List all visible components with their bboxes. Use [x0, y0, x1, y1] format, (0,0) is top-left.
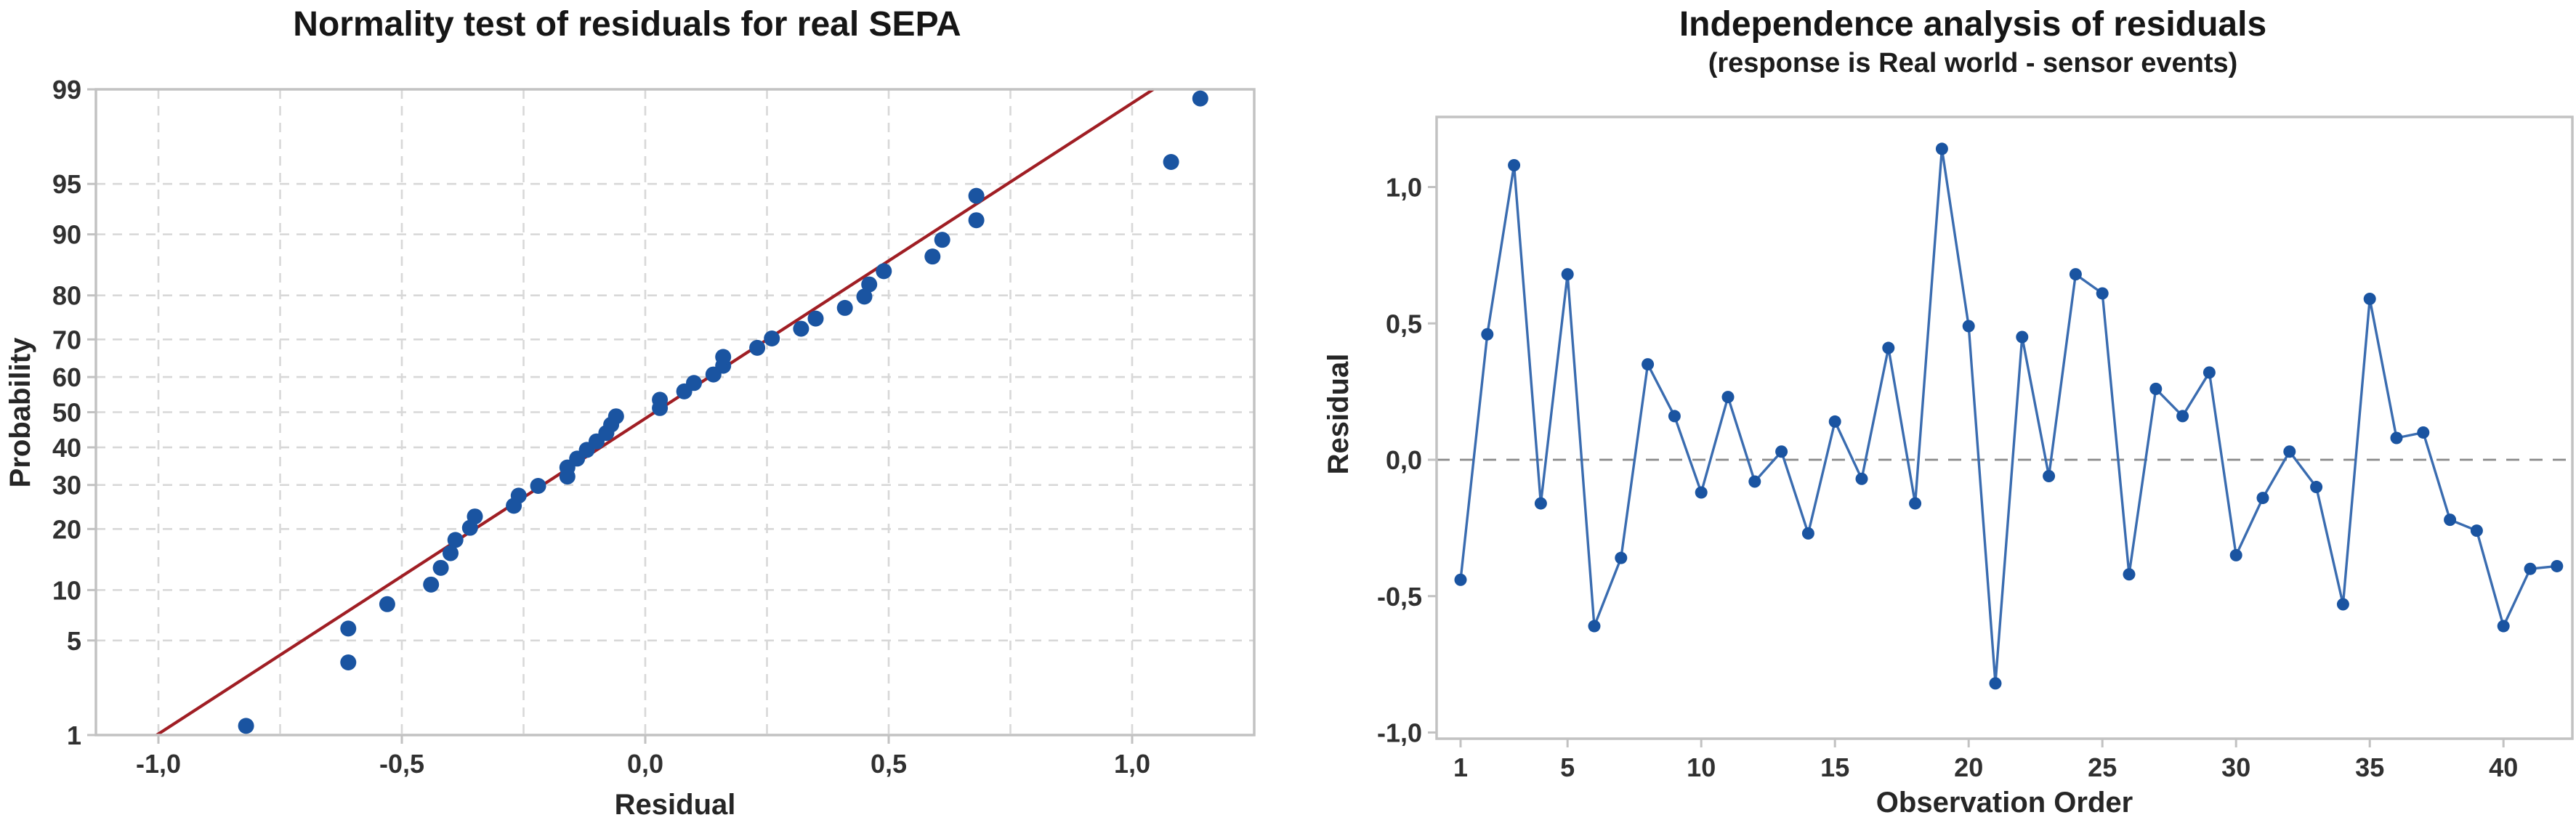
svg-text:40: 40: [52, 433, 81, 463]
svg-text:25: 25: [2088, 752, 2117, 782]
svg-text:35: 35: [2355, 752, 2384, 782]
left-gridlines: [96, 89, 1254, 735]
svg-text:30: 30: [2221, 752, 2250, 782]
svg-text:1: 1: [1453, 752, 1468, 782]
svg-text:10: 10: [1687, 752, 1716, 782]
svg-text:1,0: 1,0: [1114, 749, 1150, 779]
svg-text:-1,0: -1,0: [1377, 718, 1422, 748]
svg-text:0,5: 0,5: [1386, 309, 1422, 338]
svg-text:50: 50: [52, 398, 81, 428]
residual-series-line: [1459, 147, 2559, 685]
svg-text:90: 90: [52, 220, 81, 250]
svg-text:-0,5: -0,5: [1377, 582, 1422, 612]
right-plot-frame: [1435, 115, 2574, 740]
right-x-axis-label: Observation Order: [1876, 787, 2133, 819]
svg-text:40: 40: [2489, 752, 2518, 782]
svg-text:15: 15: [1820, 752, 1849, 782]
svg-text:99: 99: [52, 75, 81, 105]
svg-text:95: 95: [52, 169, 81, 199]
independence-chart-title: Independence analysis of residuals: [1679, 5, 2267, 44]
independence-chart-subtitle: (response is Real world - sensor events): [1708, 48, 2238, 78]
right-x-axis-ticks: 1 5 10 15 20 25 30 35 40: [1453, 739, 2518, 782]
normality-chart-title: Normality test of residuals for real SEP…: [293, 5, 961, 44]
left-x-axis-label: Residual: [614, 789, 736, 821]
svg-text:30: 30: [52, 471, 81, 500]
right-plot-area: 1 5 10 15 20 25 30 35 401,00,50,0-0,5-1,0: [1377, 115, 2574, 782]
svg-text:70: 70: [52, 325, 81, 354]
svg-text:10: 10: [52, 575, 81, 605]
svg-text:1: 1: [67, 721, 81, 750]
svg-text:-0,5: -0,5: [379, 749, 424, 779]
svg-text:20: 20: [1954, 752, 1983, 782]
svg-text:0,5: 0,5: [871, 749, 907, 779]
svg-text:20: 20: [52, 514, 81, 544]
svg-text:5: 5: [67, 626, 81, 656]
svg-text:1,0: 1,0: [1386, 173, 1422, 203]
svg-text:0,0: 0,0: [627, 749, 663, 779]
right-y-axis-ticks: 1,0 0,5 0,0 -0,5 -1,0: [1377, 173, 1437, 748]
svg-text:5: 5: [1560, 752, 1575, 782]
svg-text:0,0: 0,0: [1386, 445, 1422, 475]
left-plot-area: -1,0 -0,5 0,0 0,5 1,0 1 5 10 20 30 40 50 60 70 80 90 95 9…: [52, 75, 1256, 779]
svg-text:80: 80: [52, 281, 81, 311]
probability-points: [238, 90, 1208, 734]
left-y-axis-ticks: 1 5 10 20 30 40 50 60 70 80 90 95 99: [52, 75, 96, 750]
svg-text:-1,0: -1,0: [136, 749, 181, 779]
left-x-axis-ticks: -1,0 -0,5 0,0 0,5 1,0: [136, 735, 1150, 779]
residual-series-markers: [1454, 142, 2564, 690]
svg-text:60: 60: [52, 362, 81, 392]
